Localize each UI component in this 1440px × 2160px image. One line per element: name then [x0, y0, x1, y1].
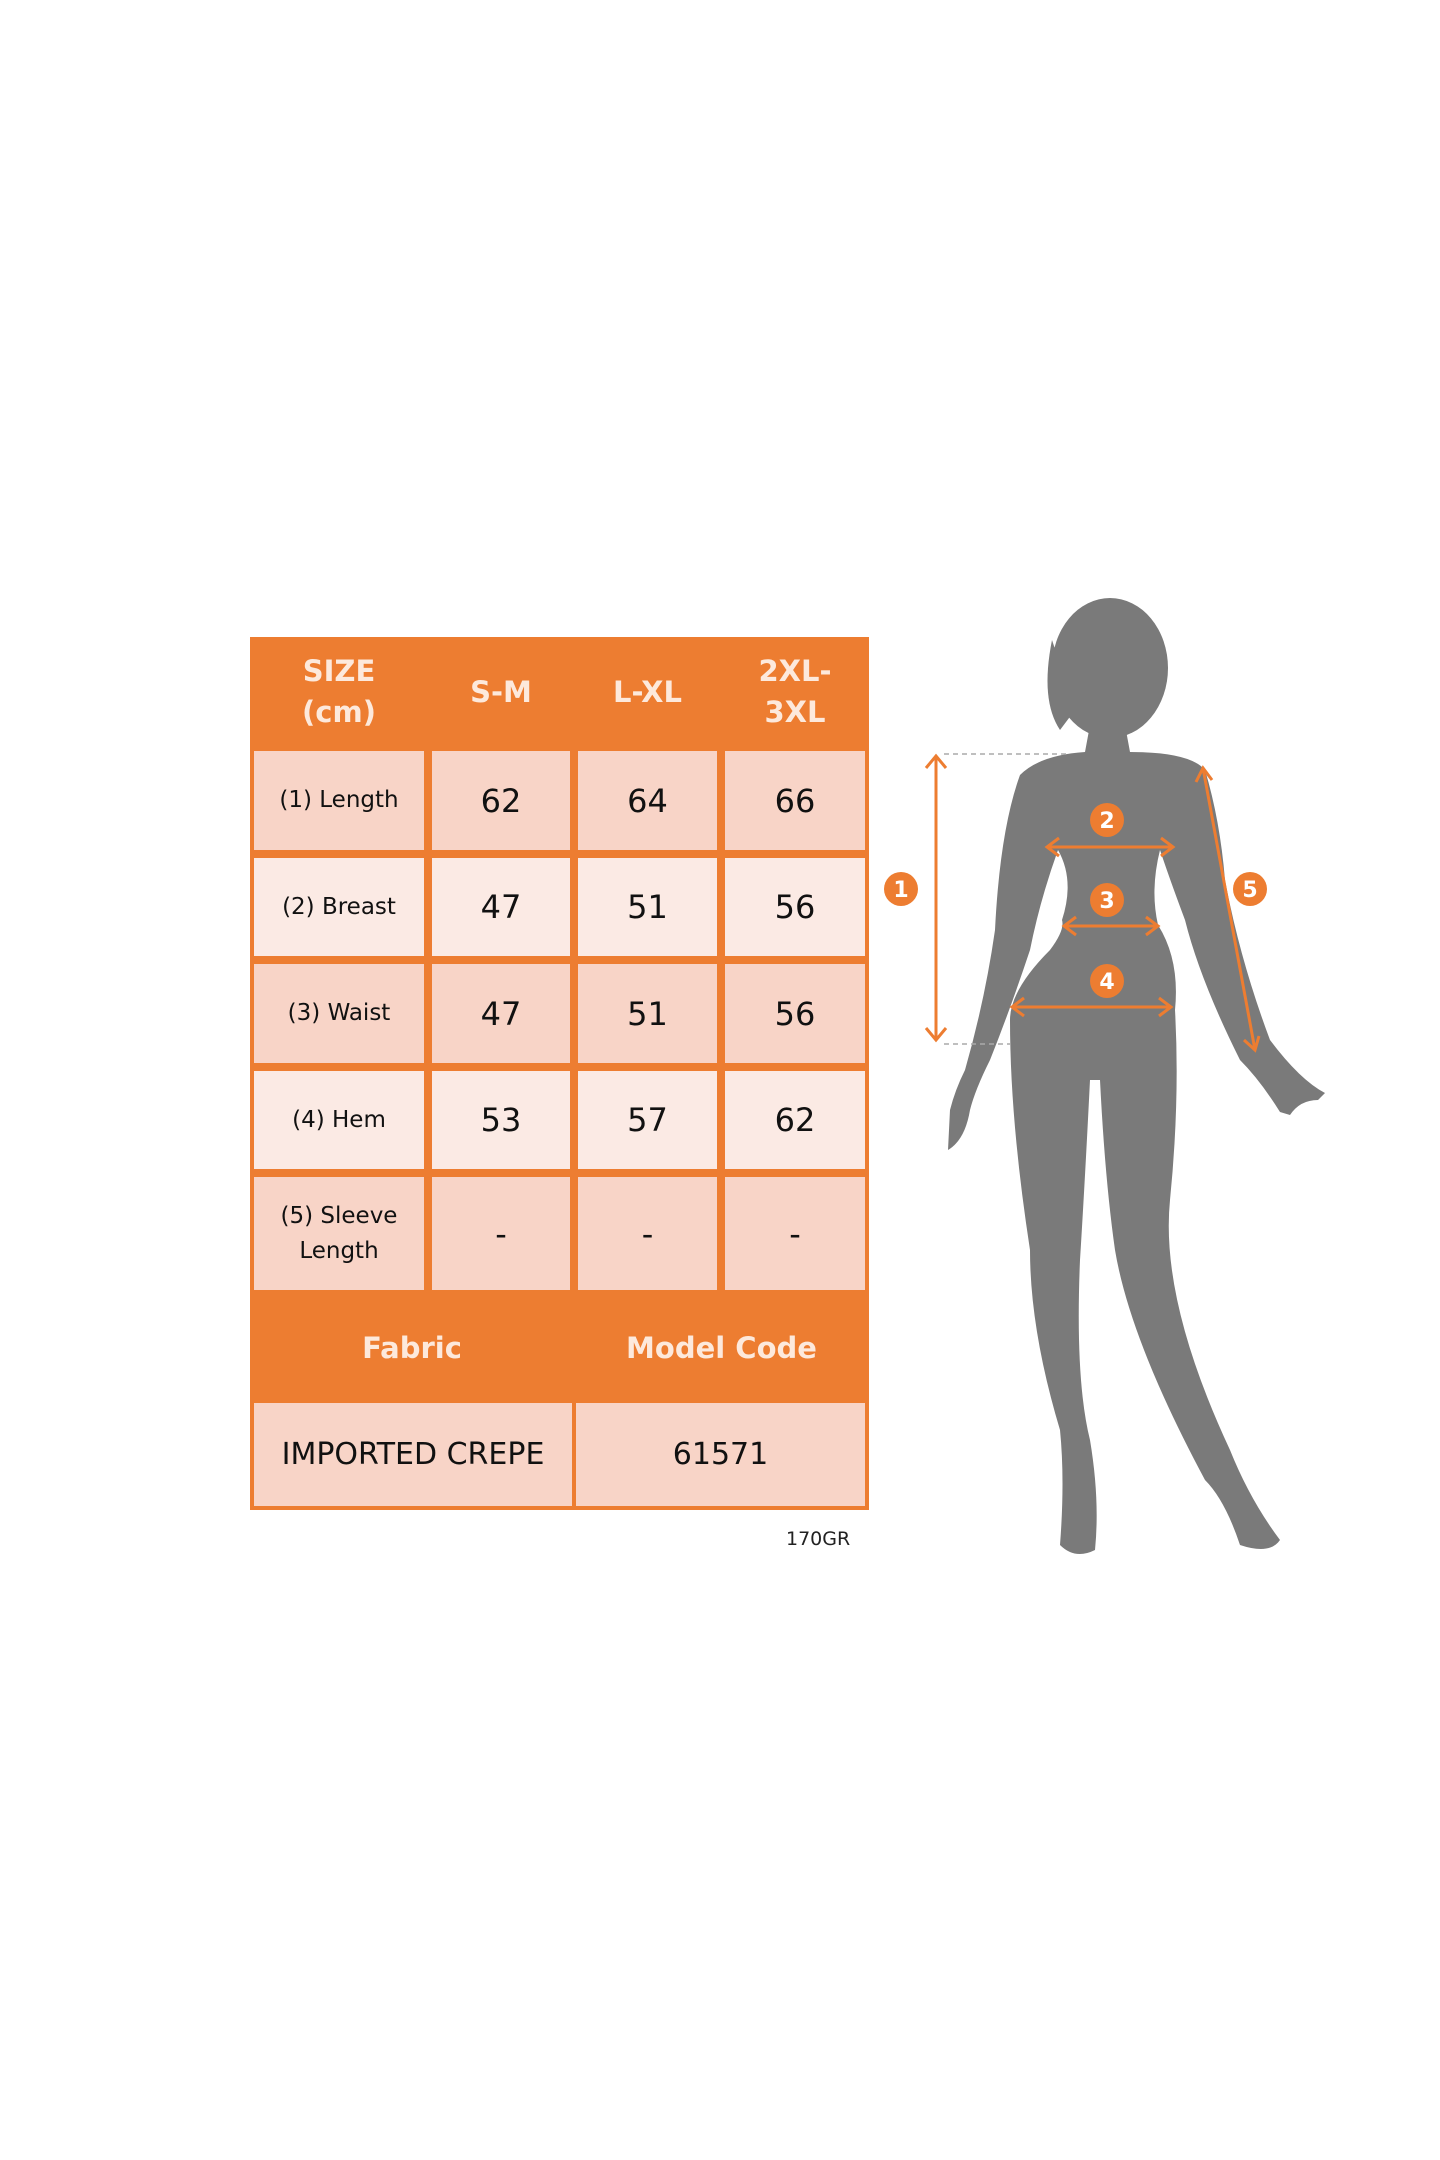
silhouette [948, 598, 1325, 1554]
row-label: (1) Length [254, 751, 424, 850]
row-label: (2) Breast [254, 858, 424, 956]
row-value: 62 [725, 1071, 865, 1169]
marker-number: 2 [1099, 809, 1114, 834]
row-value: 51 [578, 858, 717, 956]
size-chart-table: SIZE (cm) S-M L-XL 2XL- 3XL (1) Length 62… [250, 637, 869, 1510]
row-value: - [432, 1177, 570, 1290]
row-value: 56 [725, 964, 865, 1063]
body [948, 725, 1325, 1554]
marker-circle-3 [1090, 883, 1124, 917]
row-value: - [578, 1177, 717, 1290]
marker-circle-1 [884, 872, 918, 906]
marker-number: 5 [1242, 878, 1257, 903]
row-label: (3) Waist [254, 964, 424, 1063]
header-size: SIZE (cm) [302, 654, 376, 729]
model-code-label: Model Code [626, 1331, 817, 1366]
header-l-xl: L-XL [613, 674, 682, 709]
marker-circle-4 [1090, 964, 1124, 998]
fabric-value: IMPORTED CREPE [254, 1403, 572, 1506]
marker-number: 1 [893, 878, 908, 903]
marker-circle-2 [1090, 803, 1124, 837]
hem-arrow [1009, 996, 1174, 1018]
head [1052, 598, 1168, 738]
row-value: 56 [725, 858, 865, 956]
marker-number: 4 [1099, 970, 1114, 995]
row-value: 66 [725, 751, 865, 850]
marker-circle-5 [1233, 872, 1267, 906]
model-code-value: 61571 [576, 1403, 865, 1506]
weight-note: 170GR [786, 1528, 851, 1550]
row-label: (5) Sleeve Length [254, 1177, 424, 1290]
measurement-markers: 1 2 3 4 5 [884, 803, 1267, 998]
row-value: 47 [432, 858, 570, 956]
row-value: 53 [432, 1071, 570, 1169]
row-value: 64 [578, 751, 717, 850]
header-s-m: S-M [470, 674, 532, 709]
waist-arrow [1061, 915, 1161, 937]
breast-arrow [1044, 836, 1176, 858]
fabric-label: Fabric [362, 1331, 462, 1366]
measurement-annotations [924, 753, 1261, 1053]
row-value: - [725, 1177, 865, 1290]
row-label: (4) Hem [254, 1071, 424, 1169]
marker-number: 3 [1099, 889, 1114, 914]
row-value: 62 [432, 751, 570, 850]
row-value: 51 [578, 964, 717, 1063]
sleeve-arrow [1194, 765, 1261, 1053]
header-2xl-3xl: 2XL- 3XL [758, 654, 832, 729]
row-value: 47 [432, 964, 570, 1063]
row-value: 57 [578, 1071, 717, 1169]
length-arrow [924, 753, 948, 1043]
